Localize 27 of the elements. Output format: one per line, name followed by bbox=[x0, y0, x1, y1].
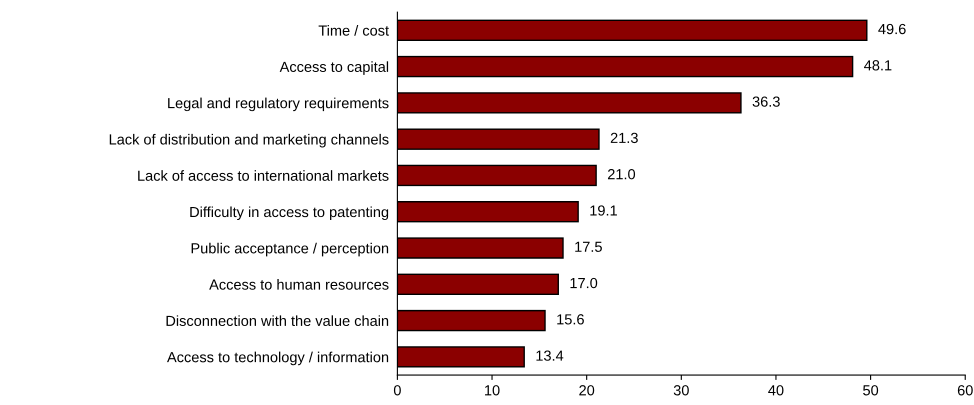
data-label: 13.4 bbox=[536, 350, 564, 361]
x-tick-label: 10 bbox=[485, 385, 500, 396]
y-tick-label: Access to capital bbox=[280, 61, 388, 75]
x-tick-label: 20 bbox=[579, 385, 594, 396]
data-label: 49.6 bbox=[878, 24, 906, 34]
data-label: 21.0 bbox=[608, 169, 636, 180]
y-tick-label: Disconnection with the value chain bbox=[166, 315, 388, 326]
y-tick-label: Public acceptance / perception bbox=[192, 242, 388, 256]
x-tick-label: 40 bbox=[768, 385, 784, 396]
data-label: 19.1 bbox=[590, 205, 617, 216]
y-tick-label: Legal and regulatory requirements bbox=[168, 98, 389, 112]
data-label: 21.3 bbox=[610, 132, 638, 144]
x-tick-label: 60 bbox=[958, 385, 973, 396]
x-tick-label: 0 bbox=[394, 385, 401, 396]
data-label: 17.5 bbox=[575, 242, 602, 252]
data-label: 36.3 bbox=[752, 96, 780, 107]
y-tick-label: Time / cost bbox=[318, 25, 389, 36]
x-tick-label: 50 bbox=[863, 385, 878, 396]
data-label: 17.0 bbox=[570, 278, 598, 288]
y-tick-label: Difficulty in access to patenting bbox=[190, 206, 388, 220]
y-tick-label: Access to human resources bbox=[209, 279, 389, 290]
x-tick-label: 30 bbox=[674, 385, 689, 396]
y-tick-label: Lack of distribution and marketing channels bbox=[110, 134, 389, 148]
data-label: 15.6 bbox=[557, 314, 584, 325]
data-label: 48.1 bbox=[864, 60, 892, 70]
y-tick-label: Lack of access to international markets bbox=[138, 170, 389, 181]
y-tick-label: Access to technology / information bbox=[167, 352, 388, 366]
